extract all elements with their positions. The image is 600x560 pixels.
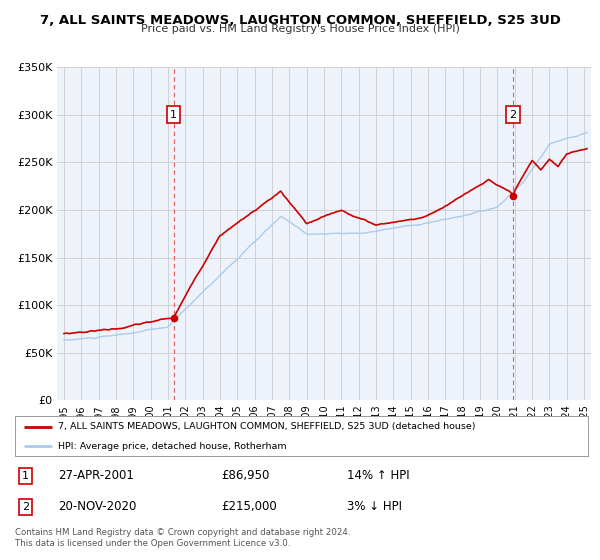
Text: Price paid vs. HM Land Registry's House Price Index (HPI): Price paid vs. HM Land Registry's House … xyxy=(140,24,460,34)
Text: Contains HM Land Registry data © Crown copyright and database right 2024.
This d: Contains HM Land Registry data © Crown c… xyxy=(15,528,350,548)
Text: 27-APR-2001: 27-APR-2001 xyxy=(58,469,134,482)
Text: 7, ALL SAINTS MEADOWS, LAUGHTON COMMON, SHEFFIELD, S25 3UD (detached house): 7, ALL SAINTS MEADOWS, LAUGHTON COMMON, … xyxy=(58,422,475,431)
Text: 20-NOV-2020: 20-NOV-2020 xyxy=(58,500,136,514)
Text: £215,000: £215,000 xyxy=(221,500,277,514)
Text: 2: 2 xyxy=(22,502,29,512)
Text: 2: 2 xyxy=(509,110,516,120)
Text: 3% ↓ HPI: 3% ↓ HPI xyxy=(347,500,403,514)
Text: 1: 1 xyxy=(22,471,29,480)
Text: 14% ↑ HPI: 14% ↑ HPI xyxy=(347,469,410,482)
Text: 1: 1 xyxy=(170,110,177,120)
Text: £86,950: £86,950 xyxy=(221,469,269,482)
Text: 7, ALL SAINTS MEADOWS, LAUGHTON COMMON, SHEFFIELD, S25 3UD: 7, ALL SAINTS MEADOWS, LAUGHTON COMMON, … xyxy=(40,14,560,27)
Text: HPI: Average price, detached house, Rotherham: HPI: Average price, detached house, Roth… xyxy=(58,442,287,451)
